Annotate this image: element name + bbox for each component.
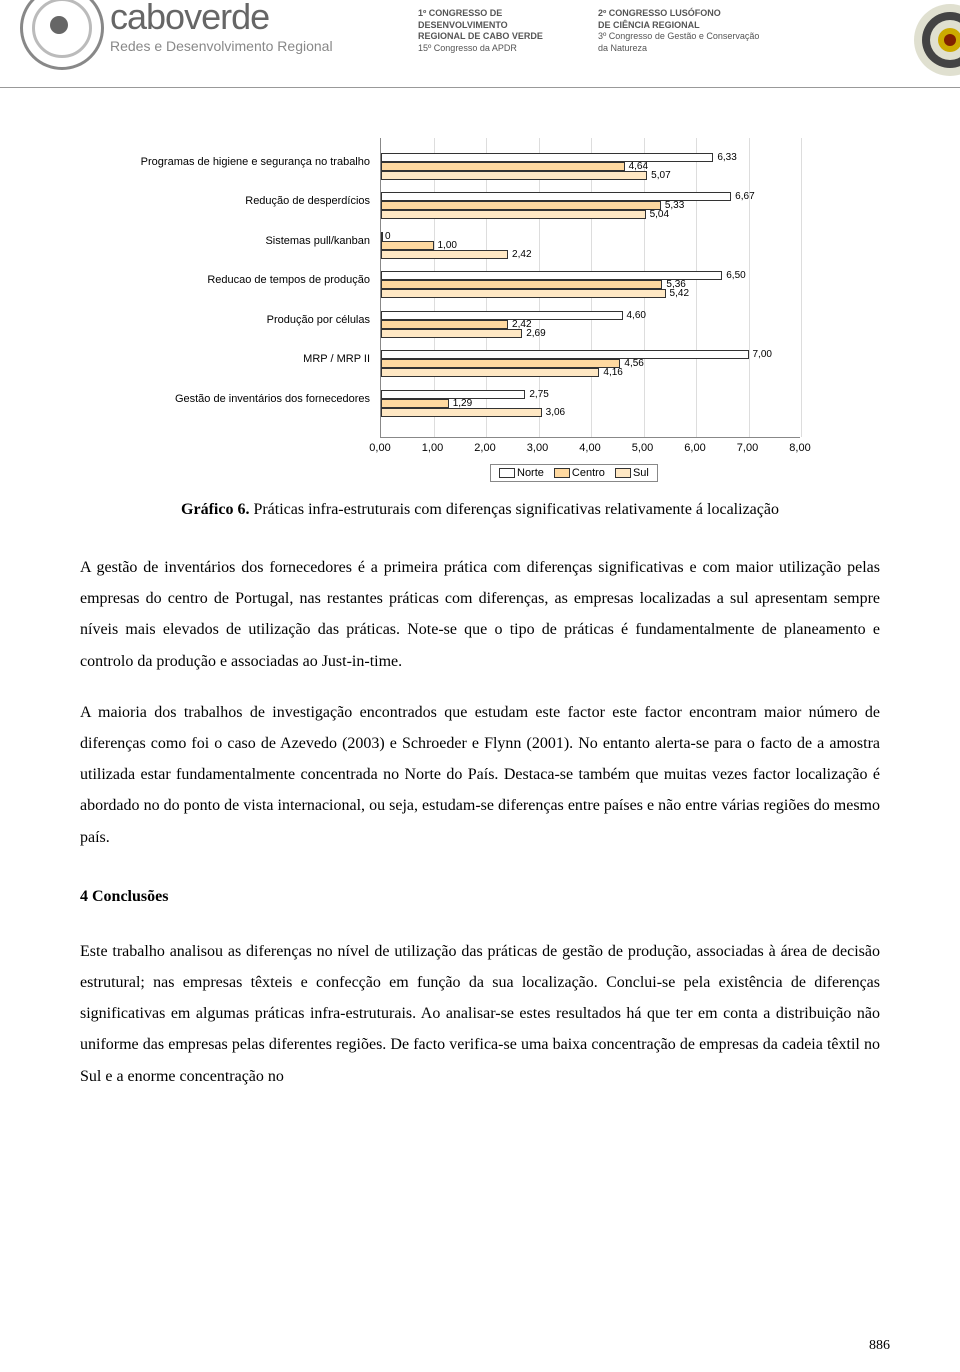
x-tick: 8,00 [789,442,810,454]
chart-caption: Gráfico 6. Práticas infra-estruturais co… [80,498,880,522]
chart-bar-norte [381,232,383,241]
chart-category-label: Redução de desperdícios [70,195,370,207]
chart-value-label: 5,42 [670,288,689,299]
legend-sul: Sul [633,467,649,479]
chart-container: Programas de higiene e segurança no trab… [70,138,890,478]
header-col-1: 1º CONGRESSO DE DESENVOLVIMENTO REGIONAL… [418,8,578,55]
x-tick: 1,00 [422,442,443,454]
chart-value-label: 4,56 [624,358,643,369]
chart-category-label: Produção por células [70,314,370,326]
paragraph-3: Este trabalho analisou as diferenças no … [80,936,880,1092]
logo-sub: Redes e Desenvolvimento Regional [110,38,333,54]
hdr-c1-l3: 15º Congresso da APDR [418,43,517,53]
chart-value-label: 5,04 [650,209,669,220]
logo-block: caboverde Redes e Desenvolvimento Region… [0,0,390,78]
chart-bar-row: 4,602,422,69 [381,308,800,344]
section-heading-4: 4 Conclusões [80,881,880,912]
hdr-c2-l2: DE CIÊNCIA REGIONAL [598,20,700,30]
x-tick: 0,00 [369,442,390,454]
chart-bar-norte [381,311,623,320]
chart-value-label: 6,67 [735,191,754,202]
chart-value-label: 3,06 [546,407,565,418]
caption-prefix: Gráfico 6. [181,501,249,518]
chart-value-label: 7,00 [753,349,772,360]
chart-legend: Norte Centro Sul [490,464,658,482]
x-tick: 4,00 [579,442,600,454]
chart-value-label: 6,33 [717,152,736,163]
chart-bar-row: 6,334,645,07 [381,150,800,186]
chart-value-label: 2,42 [512,249,531,260]
chart-bar-sul [381,250,508,259]
legend-norte: Norte [517,467,544,479]
x-tick: 2,00 [474,442,495,454]
header-col-2: 2º CONGRESSO LUSÓFONO DE CIÊNCIA REGIONA… [598,8,788,55]
chart-value-label: 5,07 [651,170,670,181]
chart-bar-sul [381,329,522,338]
hdr-c1-l2: REGIONAL DE CABO VERDE [418,31,543,41]
chart-category-label: Sistemas pull/kanban [70,235,370,247]
chart-bar-centro [381,162,625,171]
chart-bar-sul [381,171,647,180]
chart-bar-sul [381,289,666,298]
hdr-c2-l3: 3º Congresso de Gestão e Conservação [598,31,759,41]
chart-bar-row: 01,002,42 [381,229,800,265]
chart-category-label: Reducao de tempos de produção [70,274,370,286]
chart-value-label: 2,75 [529,389,548,400]
caption-text: Práticas infra-estruturais com diferença… [249,501,779,518]
chart-bar-row: 6,675,335,04 [381,189,800,225]
x-tick: 3,00 [527,442,548,454]
logo-text: caboverde Redes e Desenvolvimento Region… [110,0,333,54]
x-tick: 5,00 [632,442,653,454]
chart-bar-sul [381,408,542,417]
chart-value-label: 2,69 [526,328,545,339]
body-content: A gestão de inventários dos fornecedores… [80,552,880,1092]
chart-bar-norte [381,350,749,359]
hdr-c2-l1: 2º CONGRESSO LUSÓFONO [598,8,721,18]
target-icon [914,4,960,76]
bar-chart: Programas de higiene e segurança no trab… [70,138,890,478]
chart-bar-row: 6,505,365,42 [381,268,800,304]
chart-bar-centro [381,359,620,368]
chart-bar-centro [381,201,661,210]
chart-bar-row: 7,00 4,564,16 [381,347,800,383]
paragraph-1: A gestão de inventários dos fornecedores… [80,552,880,677]
legend-centro: Centro [572,467,605,479]
chart-value-label: 4,60 [627,310,646,321]
logo-swirl-icon [20,0,100,66]
x-tick: 7,00 [737,442,758,454]
chart-bar-centro [381,241,434,250]
chart-bar-centro [381,320,508,329]
chart-value-label: 6,50 [726,270,745,281]
chart-category-label: Programas de higiene e segurança no trab… [70,156,370,168]
chart-value-label: 4,16 [603,367,622,378]
chart-x-axis: 0,001,002,003,004,005,006,007,008,00 [380,442,800,460]
hdr-c1-l1: 1º CONGRESSO DE DESENVOLVIMENTO [418,8,508,30]
page-header: caboverde Redes e Desenvolvimento Region… [0,0,960,88]
chart-bar-norte [381,153,713,162]
chart-bar-sul [381,368,599,377]
chart-category-label: MRP / MRP II [70,353,370,365]
chart-category-label: Gestão de inventários dos fornecedores [70,393,370,405]
x-tick: 6,00 [684,442,705,454]
paragraph-2: A maioria dos trabalhos de investigação … [80,697,880,853]
chart-bar-sul [381,210,646,219]
chart-bar-centro [381,399,449,408]
page-number: 886 [869,1338,890,1354]
logo-main: caboverde [110,0,333,38]
hdr-c2-l4: da Natureza [598,43,647,53]
chart-bar-centro [381,280,662,289]
chart-bar-row: 2,751,293,06 [381,387,800,423]
